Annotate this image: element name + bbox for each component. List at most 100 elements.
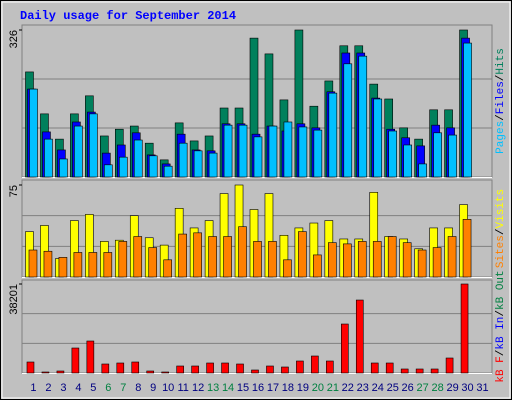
- bar: [238, 124, 248, 178]
- x-tick-label: 15: [237, 382, 249, 394]
- x-tick-label: 5: [90, 382, 96, 394]
- bar: [236, 363, 244, 374]
- bar: [73, 252, 83, 278]
- bar: [208, 236, 217, 278]
- bar: [163, 259, 172, 278]
- bar: [415, 368, 424, 374]
- x-tick-label: 8: [135, 382, 141, 394]
- x-tick-label: 29: [446, 382, 458, 394]
- x-tick-label: 6: [105, 382, 111, 394]
- legend-entry: kB In: [495, 317, 507, 350]
- bar: [253, 241, 262, 278]
- x-tick-label: 20: [312, 382, 324, 394]
- legend-entry: Pages: [495, 121, 507, 154]
- x-tick-label: 2: [45, 382, 51, 394]
- bar: [283, 259, 292, 278]
- bar: [433, 132, 442, 178]
- bar: [86, 340, 95, 374]
- bar: [148, 247, 158, 278]
- bar: [388, 130, 398, 178]
- x-tick-label: 18: [282, 382, 294, 394]
- bar: [358, 55, 368, 178]
- legend-separator: /: [495, 310, 507, 317]
- bar: [432, 247, 442, 278]
- x-tick-label: 16: [252, 382, 264, 394]
- bar: [328, 242, 337, 278]
- bar: [104, 164, 113, 178]
- x-tick-label: 4: [75, 382, 81, 394]
- bar: [430, 368, 439, 374]
- bar: [268, 241, 277, 278]
- bar: [253, 136, 263, 178]
- bar: [357, 241, 367, 278]
- bar: [103, 252, 113, 278]
- x-tick-label: 19: [297, 382, 309, 394]
- bar: [71, 347, 80, 374]
- bar: [417, 249, 427, 278]
- x-tick-label: 12: [192, 382, 204, 394]
- x-tick-label: 24: [372, 382, 384, 394]
- x-tick-label: 9: [150, 382, 156, 394]
- legend: Sites/Visits: [495, 189, 507, 268]
- legend-entry: kB Out: [495, 270, 507, 310]
- bar: [89, 113, 98, 178]
- panel: [21, 279, 493, 374]
- x-tick-label: 30: [461, 382, 473, 394]
- legend-entry: kB F: [495, 356, 507, 382]
- bar: [313, 254, 322, 278]
- bar: [26, 361, 35, 374]
- bar: [88, 252, 98, 278]
- bar: [370, 362, 379, 374]
- bar: [161, 371, 169, 374]
- bar: [118, 241, 128, 278]
- x-tick-label: 21: [327, 382, 339, 394]
- legend-separator: /: [495, 114, 507, 121]
- bar: [372, 241, 382, 278]
- bar: [403, 144, 412, 178]
- bar: [133, 139, 143, 178]
- legend: Pages/Files/Hits: [495, 48, 507, 154]
- bar: [447, 236, 457, 278]
- bar: [445, 357, 454, 374]
- bar: [223, 124, 233, 178]
- x-tick-label: 25: [387, 382, 399, 394]
- x-tick-label: 11: [177, 382, 188, 394]
- bar: [326, 360, 334, 374]
- x-tick-label: 3: [60, 382, 66, 394]
- bar: [178, 233, 187, 278]
- x-tick-label: 17: [267, 382, 279, 394]
- bar: [163, 165, 173, 178]
- bar: [402, 242, 412, 278]
- x-tick-label: 14: [222, 382, 234, 394]
- chart-title: Daily usage for September 2014: [20, 9, 236, 23]
- x-tick-label: 10: [162, 382, 174, 394]
- bar: [131, 361, 140, 374]
- bar: [343, 243, 352, 278]
- bar: [311, 355, 319, 374]
- bar: [28, 249, 38, 278]
- bar: [44, 138, 53, 178]
- bar: [460, 283, 469, 374]
- x-tick-label: 1: [30, 382, 36, 394]
- y-tick-label: 326: [8, 30, 20, 48]
- bar: [341, 323, 349, 374]
- legend-entry: Sites: [495, 235, 507, 268]
- bar: [146, 370, 155, 374]
- bar: [148, 155, 158, 178]
- x-tick-label: 13: [207, 382, 219, 394]
- bar: [281, 366, 289, 374]
- bar: [41, 371, 50, 374]
- inner-border: [1, 1, 511, 399]
- bar: [387, 236, 397, 278]
- x-tick-label: 26: [402, 382, 414, 394]
- bar: [193, 150, 203, 178]
- bar: [385, 362, 394, 374]
- bar: [343, 63, 353, 178]
- legend-separator: /: [495, 228, 507, 235]
- bar: [418, 163, 427, 178]
- legend-separator: /: [495, 350, 507, 357]
- x-tick-label: 22: [342, 382, 354, 394]
- bar: [266, 365, 274, 374]
- x-tick-label: 27: [417, 382, 429, 394]
